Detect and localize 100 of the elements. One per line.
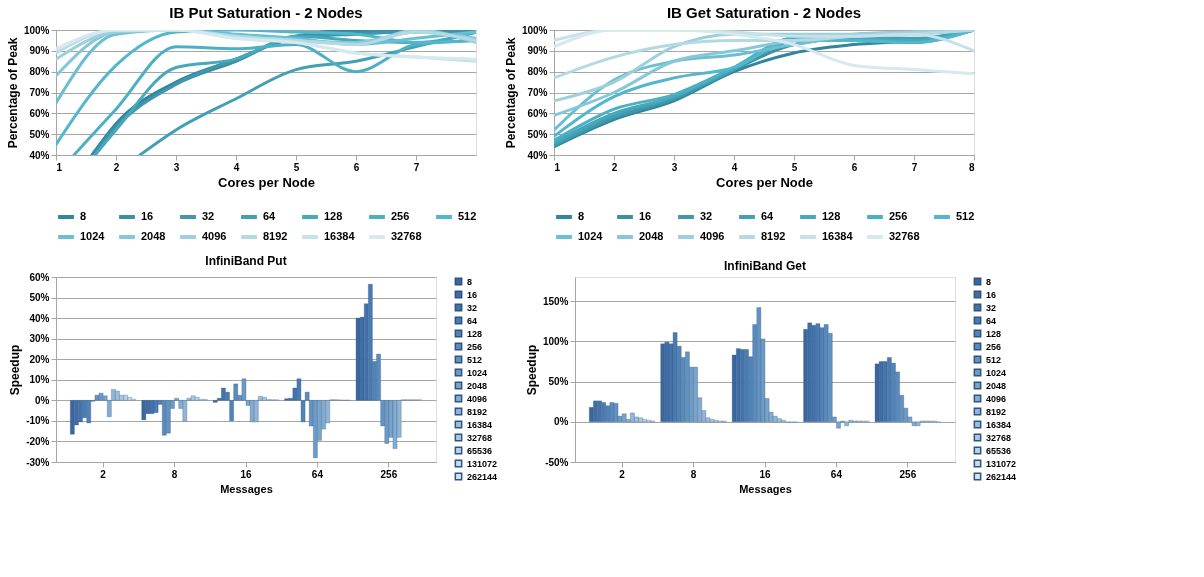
legend-label: 262144 (467, 471, 498, 482)
legend-label: 2048 (467, 380, 488, 391)
y-axis-title: Percentage of Peak (5, 37, 20, 149)
y-tick-label: 100% (542, 335, 569, 347)
x-axis-title: Cores per Node (218, 174, 315, 190)
legend-label: 256 (889, 210, 908, 222)
legend-label: 65536 (467, 445, 493, 456)
legend-label: 4096 (202, 230, 227, 242)
legend-label: 1024 (578, 230, 604, 242)
legend-label: 16 (639, 210, 652, 222)
legend-label: 128 (986, 328, 1002, 339)
chart-title: IB Put Saturation - 2 Nodes (169, 4, 363, 21)
x-tick-label: 1 (56, 161, 63, 173)
y-axis-title: Speedup (524, 344, 539, 396)
x-tick-label: 7 (911, 161, 918, 173)
legend-label: 64 (761, 210, 775, 222)
legend-label: 16384 (467, 419, 493, 430)
legend-label: 131072 (986, 458, 1017, 469)
x-tick-label: 256 (380, 468, 398, 480)
legend-label: 64 (263, 210, 277, 222)
x-tick-label: 8 (968, 161, 975, 173)
y-tick-label: -30% (26, 456, 50, 468)
legend-label: 32768 (986, 432, 1012, 443)
x-tick-label: 2 (113, 161, 120, 173)
x-tick-label: 16 (759, 468, 771, 480)
x-tick-label: 256 (899, 468, 917, 480)
y-tick-label: -20% (26, 435, 50, 447)
x-tick-label: 6 (353, 161, 360, 173)
y-tick-label: 30% (29, 333, 50, 345)
y-tick-label: 80% (527, 66, 548, 78)
y-tick-label: 50% (29, 292, 50, 304)
text: 8 (578, 210, 585, 222)
y-tick-label: 20% (29, 353, 50, 365)
y-tick-label: 10% (29, 374, 50, 386)
y-tick-label: 40% (29, 149, 50, 161)
legend-label: 64 (467, 315, 478, 326)
y-tick-label: 60% (527, 107, 548, 119)
x-tick-label: 4 (233, 161, 240, 173)
legend-label: 32768 (889, 230, 920, 242)
y-tick-label: 100% (23, 24, 50, 36)
y-tick-label: 50% (29, 128, 50, 140)
y-tick-label: 90% (29, 45, 50, 57)
legend-label: 256 (391, 210, 410, 222)
legend-label: 512 (467, 354, 483, 365)
x-tick-label: 2 (611, 161, 618, 173)
legend-label: 128 (467, 328, 483, 339)
chart-title: InfiniBand Put (205, 254, 287, 268)
legend-label: 131072 (467, 458, 498, 469)
legend-label: 512 (956, 210, 975, 222)
x-tick-label: 2 (100, 468, 107, 480)
y-tick-label: 60% (29, 271, 50, 283)
legend-label: 8192 (263, 230, 288, 242)
y-tick-label: -50% (545, 456, 569, 468)
legend-label: 2048 (639, 230, 664, 242)
x-tick-label: 4 (731, 161, 738, 173)
x-tick-label: 5 (293, 161, 300, 173)
legend-label: 64 (986, 315, 997, 326)
x-tick-label: 5 (791, 161, 798, 173)
legend-label: 8 (80, 210, 87, 222)
x-tick-label: 8 (171, 468, 178, 480)
x-tick-label: 1 (554, 161, 561, 173)
y-tick-label: 50% (548, 376, 569, 388)
legend-label: 32768 (391, 230, 422, 242)
legend-label: 1024 (80, 230, 106, 242)
x-tick-label: 7 (413, 161, 420, 173)
legend-label: 1024 (467, 367, 488, 378)
legend-label: 32 (986, 302, 997, 313)
y-tick-label: 50% (527, 128, 548, 140)
y-tick-label: 150% (542, 295, 569, 307)
x-tick-label: 64 (311, 468, 324, 480)
y-tick-label: 70% (29, 87, 50, 98)
y-tick-label: 80% (29, 66, 50, 78)
legend-label: 16 (467, 289, 478, 300)
y-tick-label: 100% (521, 24, 548, 36)
y-tick-label: 90% (527, 45, 548, 57)
legend-label: 256 (467, 341, 483, 352)
legend-label: 262144 (986, 471, 1017, 482)
y-tick-label: 60% (29, 107, 50, 119)
legend-label: 8192 (986, 406, 1007, 417)
legend-label: 128 (822, 210, 841, 222)
legend-label: 32768 (467, 432, 493, 443)
legend-label: 16 (141, 210, 154, 222)
legend-label: 4096 (986, 393, 1007, 404)
legend-label: 32 (202, 210, 215, 222)
legend-label: 128 (324, 210, 343, 222)
x-axis-title: Messages (739, 482, 792, 495)
legend-label: 16384 (822, 230, 854, 242)
x-tick-label: 3 (173, 161, 180, 173)
x-tick-label: 16 (240, 468, 252, 480)
y-axis-title: Percentage of Peak (503, 37, 518, 149)
legend-label: 512 (986, 354, 1002, 365)
legend-label: 4096 (467, 393, 488, 404)
legend-label: 32 (467, 302, 478, 313)
legend-label: 256 (986, 341, 1002, 352)
legend-label: 65536 (986, 445, 1012, 456)
y-tick-label: 0% (554, 416, 569, 428)
legend-label: 8 (986, 276, 992, 287)
legend-label: 16384 (324, 230, 356, 242)
legend-label: 32 (700, 210, 713, 222)
y-axis-title: Speedup (8, 344, 23, 396)
